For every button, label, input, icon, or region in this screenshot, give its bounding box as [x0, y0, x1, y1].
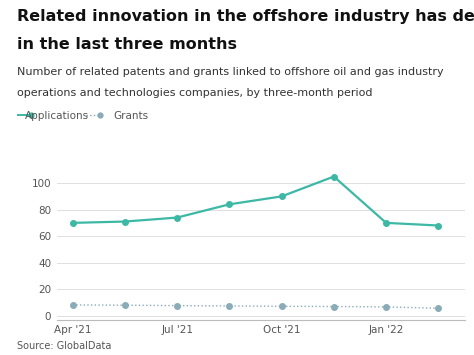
Text: Number of related patents and grants linked to offshore oil and gas industry: Number of related patents and grants lin…: [17, 67, 443, 77]
Text: in the last three months: in the last three months: [17, 37, 237, 52]
Text: operations and technologies companies, by three-month period: operations and technologies companies, b…: [17, 88, 372, 98]
Text: Related innovation in the offshore industry has decreased: Related innovation in the offshore indus…: [17, 9, 474, 24]
Text: Grants: Grants: [114, 111, 149, 121]
Text: Source: GlobalData: Source: GlobalData: [17, 342, 111, 351]
Text: Applications: Applications: [25, 111, 89, 121]
